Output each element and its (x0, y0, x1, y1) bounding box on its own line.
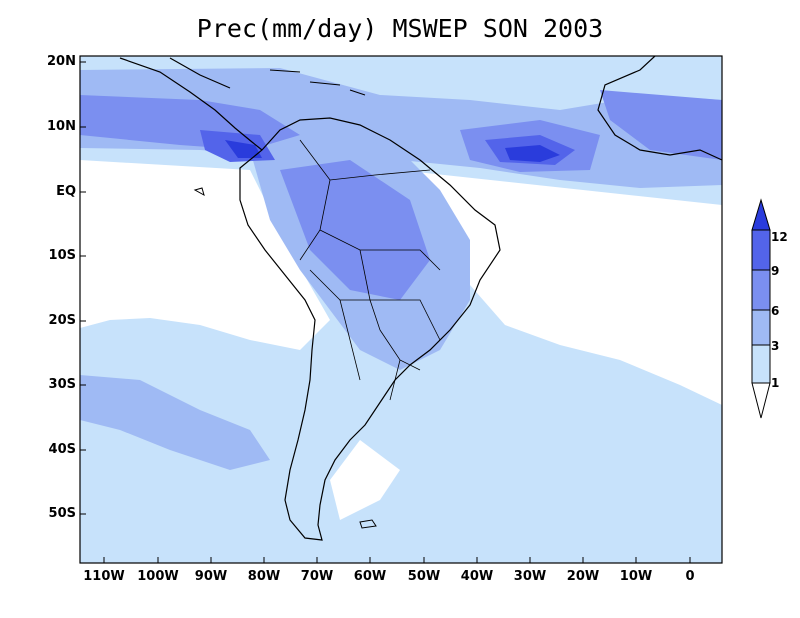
dry-zone-south-atlantic (380, 168, 722, 405)
lat-label: 30S (48, 377, 76, 392)
lon-label: 0 (685, 569, 695, 584)
lon-label: 40W (460, 569, 494, 584)
band-6-9-africa (600, 90, 722, 160)
island-galapagos (193, 187, 205, 197)
lon-label: 50W (407, 569, 441, 584)
colorbar-label: 6 (771, 304, 780, 318)
coastline-africa (597, 56, 722, 161)
colorbar-6-9 (751, 269, 771, 311)
lat-label: 10N (47, 119, 76, 134)
lon-label: 10W (619, 569, 653, 584)
lat-label: 40S (48, 442, 76, 457)
lat-label: EQ (56, 184, 76, 199)
coastline-central-america (119, 57, 263, 151)
lon-ticks (103, 557, 691, 563)
island-falklands (359, 519, 377, 529)
lon-label: 30W (513, 569, 547, 584)
band-3-6-south-pacific (80, 375, 270, 470)
colorbar (751, 198, 771, 419)
lat-label: 20N (47, 54, 76, 69)
band-6-9-amazon (280, 160, 430, 300)
lon-label: 90W (194, 569, 228, 584)
precip-fields (80, 56, 722, 541)
lat-label: 20S (48, 313, 76, 328)
colorbar-label: 9 (771, 264, 780, 278)
lon-label: 20W (566, 569, 600, 584)
lat-ticks (80, 61, 86, 515)
coastline-south-america (239, 117, 501, 541)
colorbar-arrow-above-12 (751, 198, 771, 231)
lon-label: 80W (247, 569, 281, 584)
lon-label: 70W (300, 569, 334, 584)
colorbar-1-3 (751, 344, 771, 384)
lat-label: 10S (48, 248, 76, 263)
band-above-12-panama (225, 140, 262, 158)
colorbar-3-6 (751, 309, 771, 346)
coastline-caribbean (269, 69, 366, 96)
lon-label: 110W (83, 569, 125, 584)
dry-zone-patagonia (330, 440, 400, 520)
colorbar-9-12 (751, 229, 771, 271)
country-borders (299, 139, 441, 401)
map-title: Prec(mm/day) MSWEP SON 2003 (196, 14, 604, 43)
colorbar-label: 3 (771, 339, 780, 353)
colorbar-label: 1 (771, 376, 780, 390)
lon-label: 100W (137, 569, 179, 584)
colorbar-arrow-below-1 (751, 382, 771, 419)
map-frame (79, 55, 723, 564)
colorbar-label: 12 (771, 230, 788, 244)
lat-label: 50S (48, 506, 76, 521)
band-above-12-atlantic (505, 145, 560, 162)
lon-label: 60W (353, 569, 387, 584)
